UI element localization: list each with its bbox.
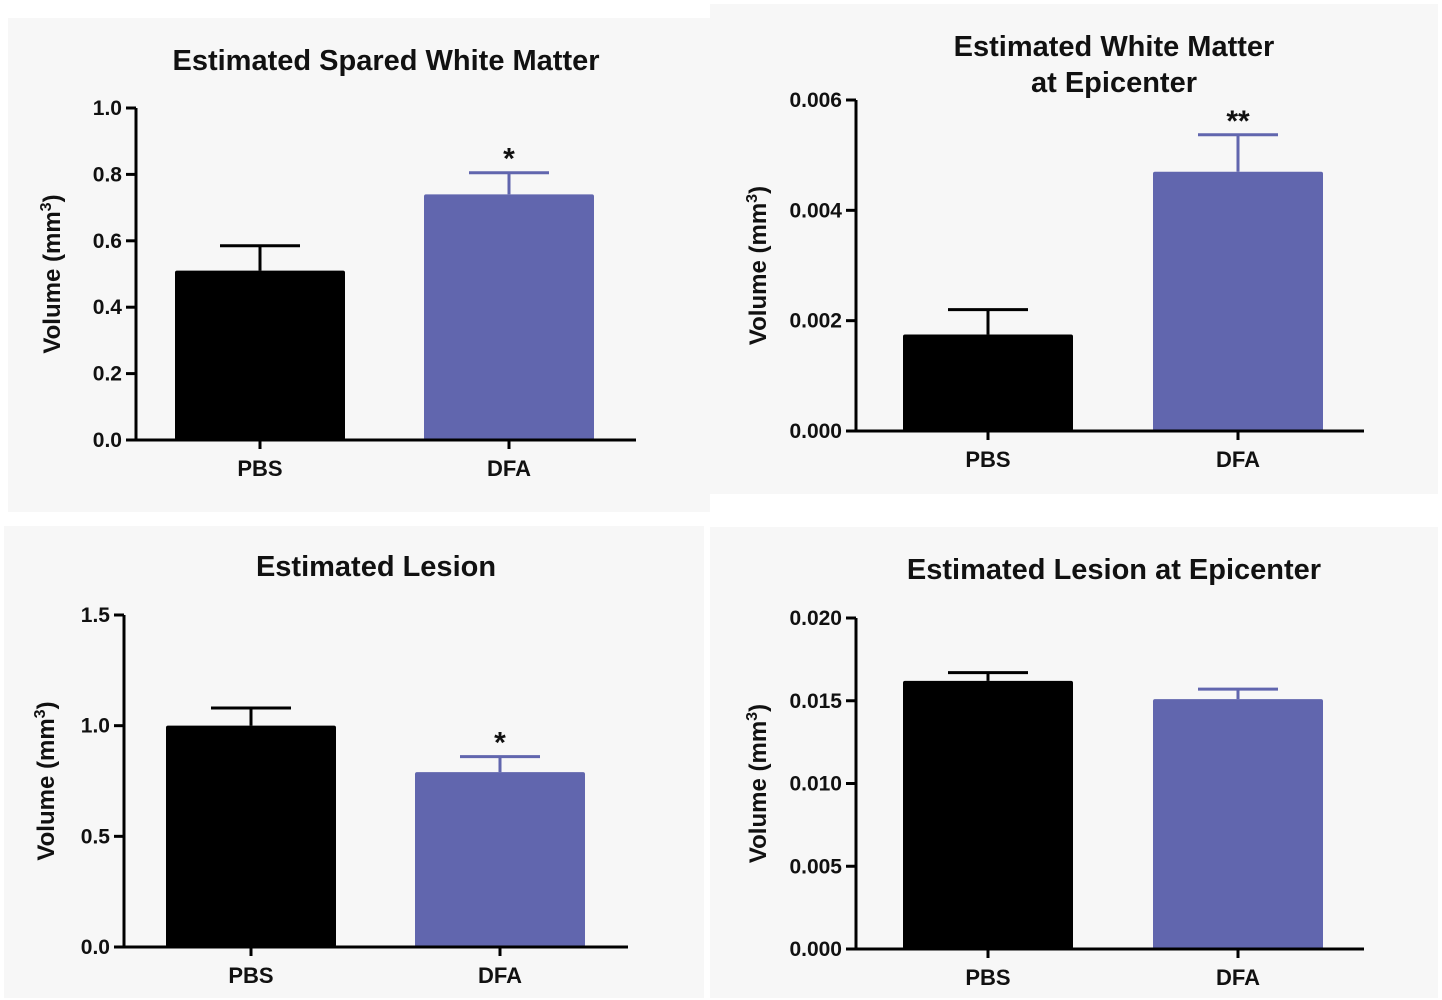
- x-tick-label: DFA: [1216, 447, 1260, 472]
- bar-pbs: [175, 270, 345, 440]
- x-tick-label: PBS: [965, 965, 1010, 990]
- y-axis-label-superscript: 3: [38, 202, 55, 211]
- chart-white-matter-epicenter: Estimated White Matter at Epicenter PBS ** D…: [744, 31, 1364, 472]
- chart-lesion-epicenter: Estimated Lesion at Epicenter PBS DFA 0.000…: [744, 554, 1364, 990]
- y-axis-label-superscript: 3: [32, 709, 49, 718]
- chart-title: Estimated Spared White Matter: [172, 45, 599, 77]
- y-axis-label-close: ): [745, 186, 772, 194]
- y-axis-label: Volume (mm3): [38, 194, 66, 353]
- x-tick-label: PBS: [237, 456, 282, 481]
- y-tick-label: 1.0: [81, 715, 110, 738]
- bar-dfa: [424, 194, 594, 440]
- chart-title: at Epicenter: [1031, 67, 1197, 99]
- y-tick-label: 0.2: [93, 363, 122, 386]
- y-tick-label: 0.002: [789, 310, 842, 333]
- y-tick-label: 1.5: [81, 604, 111, 627]
- chart-title: Estimated White Matter: [954, 31, 1275, 63]
- significance-marker: *: [494, 727, 506, 760]
- panel-white-matter-epicenter: Estimated White Matter at Epicenter PBS ** D…: [710, 4, 1438, 494]
- y-axis-label-close: ): [745, 704, 772, 712]
- y-tick-label: 0.0: [81, 936, 110, 959]
- y-tick-label: 0.000: [789, 938, 842, 961]
- x-tick-label: DFA: [487, 456, 531, 481]
- chart-title: Estimated Lesion: [256, 551, 496, 583]
- y-tick-label: 0.020: [789, 607, 842, 630]
- y-tick-label: 0.5: [81, 825, 111, 848]
- y-axis-label: Volume (mm3): [32, 701, 60, 860]
- y-tick-label: 0.010: [789, 773, 842, 796]
- panel-spared-white-matter: Estimated Spared White Matter PBS * DFA 0.0 0…: [8, 18, 710, 512]
- y-tick-label: 0.6: [93, 230, 122, 253]
- y-axis-label-close: ): [39, 194, 66, 202]
- y-axis-label-text: Volume (mm: [745, 721, 772, 863]
- y-axis-label-superscript: 3: [744, 712, 761, 721]
- y-tick-label: 0.004: [789, 199, 842, 222]
- y-tick-label: 0.006: [789, 89, 842, 112]
- x-tick-label: PBS: [965, 447, 1010, 472]
- bar-dfa: [1153, 171, 1323, 431]
- y-axis-label: Volume (mm3): [744, 704, 772, 863]
- bar-dfa: [415, 772, 585, 947]
- y-axis-label: Volume (mm3): [744, 186, 772, 345]
- x-tick-label: PBS: [228, 963, 273, 988]
- y-axis-label-text: Volume (mm: [33, 718, 60, 860]
- y-tick-label: 0.8: [93, 163, 123, 186]
- y-tick-label: 0.000: [789, 420, 842, 443]
- significance-marker: *: [503, 143, 515, 176]
- chart-spared-white-matter: Estimated Spared White Matter PBS * DFA 0.0 0…: [38, 45, 636, 481]
- chart-title: Estimated Lesion at Epicenter: [907, 554, 1321, 586]
- bar-pbs: [903, 680, 1073, 949]
- bar-pbs: [903, 334, 1073, 431]
- y-tick-label: 0.0: [93, 429, 122, 452]
- significance-marker: **: [1226, 105, 1250, 138]
- y-axis-label-close: ): [33, 701, 60, 709]
- bar-pbs: [166, 725, 336, 947]
- y-axis-label-text: Volume (mm: [745, 203, 772, 345]
- bar-dfa: [1153, 699, 1323, 949]
- y-tick-label: 0.4: [93, 296, 123, 319]
- y-tick-label: 0.005: [789, 855, 842, 878]
- y-axis-label-superscript: 3: [744, 194, 761, 203]
- y-tick-label: 0.015: [789, 690, 842, 713]
- chart-lesion: Estimated Lesion PBS * DFA 0.0 0.5 1.0 1.5 Volum…: [32, 551, 628, 988]
- x-tick-label: DFA: [478, 963, 522, 988]
- x-tick-label: DFA: [1216, 965, 1260, 990]
- panel-lesion: Estimated Lesion PBS * DFA 0.0 0.5 1.0 1.5 Volum…: [4, 526, 704, 998]
- y-tick-label: 1.0: [93, 97, 122, 120]
- panel-lesion-epicenter: Estimated Lesion at Epicenter PBS DFA 0.000…: [710, 527, 1438, 998]
- y-axis-label-text: Volume (mm: [39, 211, 66, 353]
